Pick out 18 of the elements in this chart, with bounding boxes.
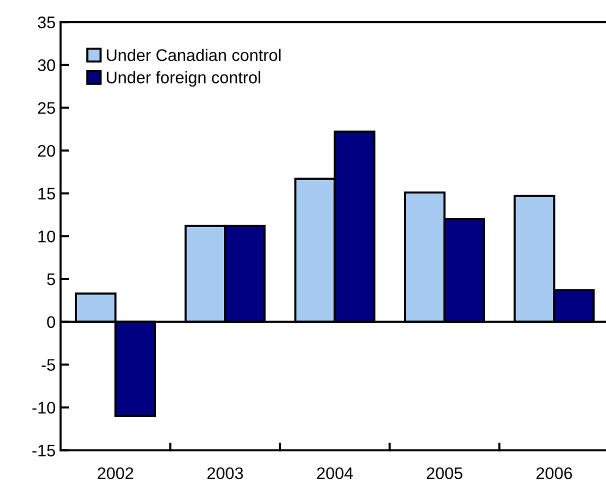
y-tick-label: 30 — [38, 59, 56, 72]
x-tick-label: 2002 — [98, 467, 134, 480]
legend-label: Under Canadian control — [106, 48, 281, 62]
y-tick-label: 35 — [38, 16, 56, 28]
legend-label: Under foreign control — [106, 71, 260, 87]
y-tick-label: 10 — [38, 230, 56, 242]
x-tick-label: 2004 — [317, 467, 353, 480]
x-tick-label: 2005 — [426, 467, 462, 480]
y-tick-label: -10 — [32, 402, 56, 414]
y-tick-label: 15 — [38, 188, 56, 200]
y-tick-label: -15 — [32, 444, 56, 456]
x-tick-label: 2006 — [536, 467, 572, 480]
y-tick-label: 0 — [47, 316, 56, 328]
y-tick-label: 20 — [38, 144, 56, 157]
y-tick-label: 25 — [38, 102, 56, 114]
y-tick-label: -5 — [42, 359, 56, 371]
x-tick-label: 2003 — [207, 467, 243, 480]
y-tick-label: 5 — [47, 274, 56, 286]
